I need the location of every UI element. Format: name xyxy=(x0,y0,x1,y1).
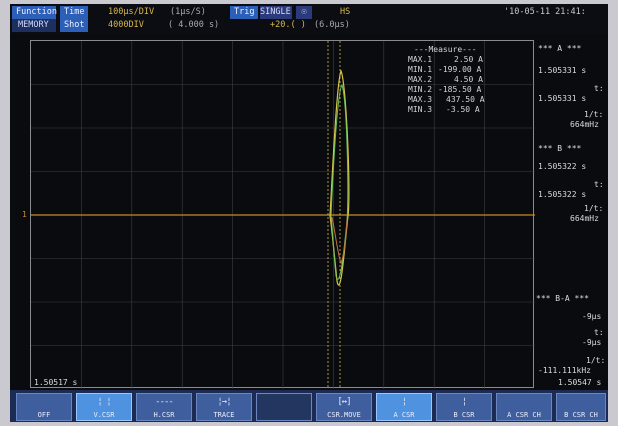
softkey-a-csr[interactable]: ¦ A CSR xyxy=(376,393,432,421)
measure-row-name: MIN.2 xyxy=(408,85,433,94)
softkey-label: CSR.MOVE xyxy=(327,411,361,419)
softkey-label: A CSR CH xyxy=(507,411,541,419)
shot-label: Shot xyxy=(60,19,88,32)
measure-title: ---Measure--- xyxy=(414,45,477,54)
cursor-a-t: 1.505331 s xyxy=(538,94,587,103)
trig-level: +20.( ) xyxy=(270,20,306,30)
cursor-a-time: 1.505331 s xyxy=(538,66,587,75)
cursor-b-freq: 664mHz xyxy=(570,214,599,223)
measure-row-value: 4.50 A xyxy=(454,75,483,84)
cursor-ba-f-label: 1/t: xyxy=(586,356,606,365)
ch2-trace xyxy=(330,83,349,280)
function-value[interactable]: MEMORY xyxy=(12,19,56,32)
cursor-ba-t: -9μs xyxy=(582,338,602,347)
vertical-cursor-icon: ¦ ¦ xyxy=(97,397,111,407)
softkey-label: B CSR xyxy=(453,411,475,419)
trig-status: HS xyxy=(340,7,351,17)
softkey-b-csr[interactable]: ¦ B CSR xyxy=(436,393,492,421)
datetime: '10-05-11 21:41: xyxy=(504,7,586,17)
measure-row-name: MIN.1 xyxy=(408,65,433,74)
softkey-label: H.CSR xyxy=(153,411,175,419)
softkey-blank xyxy=(256,393,312,421)
time-left-readout: 1.50517 s xyxy=(34,378,78,387)
softkey-v-csr[interactable]: ¦ ¦ V.CSR xyxy=(76,393,132,421)
cursor-ba-header: *** B-A *** xyxy=(536,294,589,303)
cursor-b-t-label: t: xyxy=(594,180,604,189)
shot-duration: ( 4.000 s) xyxy=(168,20,220,30)
cursor-a-f-label: 1/t: xyxy=(584,110,604,119)
softkey-label: B CSR CH xyxy=(564,411,598,419)
measure-row-value: -3.50 A xyxy=(446,105,480,114)
cursor-a-freq: 664mHz xyxy=(570,120,599,129)
measure-row-value: -199.00 A xyxy=(438,65,482,74)
softkey-csr-move[interactable]: [↔] CSR.MOVE xyxy=(316,393,372,421)
waveform-plot[interactable] xyxy=(30,40,535,389)
softkey-label: V.CSR xyxy=(93,411,115,419)
measure-row-value: 437.50 A xyxy=(446,95,485,104)
softkey-a-csr-ch[interactable]: A CSR CH xyxy=(496,393,552,421)
cursor-b-header: *** B *** xyxy=(538,144,582,153)
oscilloscope-screen: Function MEMORY Time 100μs/DIV (1μs/S) S… xyxy=(10,4,608,422)
cursor-ba-freq: -111.111kHz xyxy=(538,366,591,375)
cursor-b-icon: ¦ xyxy=(461,397,467,407)
trig-time: (6.0μs) xyxy=(314,20,350,30)
horizontal-cursor-icon: ---- xyxy=(155,397,174,407)
measure-row-name: MAX.2 xyxy=(408,75,433,84)
softkey-label: OFF xyxy=(37,411,51,419)
measure-row-name: MIN.3 xyxy=(408,105,433,114)
trig-mode[interactable]: SINGLE xyxy=(260,6,292,19)
waveform-grid xyxy=(31,41,535,389)
cursor-a-t-label: t: xyxy=(594,84,604,93)
softkey-b-csr-ch[interactable]: B CSR CH xyxy=(556,393,606,421)
cursor-a-header: *** A *** xyxy=(538,44,582,53)
shot-value[interactable]: 4000DIV xyxy=(108,20,144,30)
sample-rate: (1μs/S) xyxy=(170,7,206,17)
trig-label: Trig xyxy=(230,6,258,19)
cursor-a-icon: ¦ xyxy=(401,397,407,407)
cursor-move-icon: [↔] xyxy=(337,397,351,407)
cursor-b-time: 1.505322 s xyxy=(538,162,587,171)
time-div-value[interactable]: 100μs/DIV xyxy=(108,7,155,17)
softkey-trace[interactable]: ¦→¦ TRACE xyxy=(196,393,252,421)
function-label: Function xyxy=(12,6,57,19)
cursor-b-f-label: 1/t: xyxy=(584,204,604,213)
time-label: Time xyxy=(60,6,88,19)
softkey-off[interactable]: OFF xyxy=(16,393,72,421)
measure-row-value: 2.50 A xyxy=(454,55,483,64)
status-header: Function MEMORY Time 100μs/DIV (1μs/S) S… xyxy=(10,4,608,34)
cursor-b-t: 1.505322 s xyxy=(538,190,587,199)
ch1-marker: 1 xyxy=(22,210,27,219)
time-right-readout: 1.50547 s xyxy=(558,378,602,387)
measure-row-name: MAX.1 xyxy=(408,55,433,64)
measure-row-value: -185.50 A xyxy=(438,85,482,94)
cursor-ba-t-label: t: xyxy=(594,328,604,337)
measure-row-name: MAX.3 xyxy=(408,95,433,104)
softkey-label: TRACE xyxy=(213,411,235,419)
cursor-ba-time: -9μs xyxy=(582,312,602,321)
softkey-label: A CSR xyxy=(393,411,415,419)
ch3-trace xyxy=(331,216,348,265)
trace-cursor-icon: ¦→¦ xyxy=(217,397,231,407)
softkey-bar: OFF ¦ ¦ V.CSR ---- H.CSR ¦→¦ TRACE [↔] CSR.M… xyxy=(10,390,608,422)
softkey-h-csr[interactable]: ---- H.CSR xyxy=(136,393,192,421)
trigger-icon: ☉ xyxy=(296,6,312,19)
